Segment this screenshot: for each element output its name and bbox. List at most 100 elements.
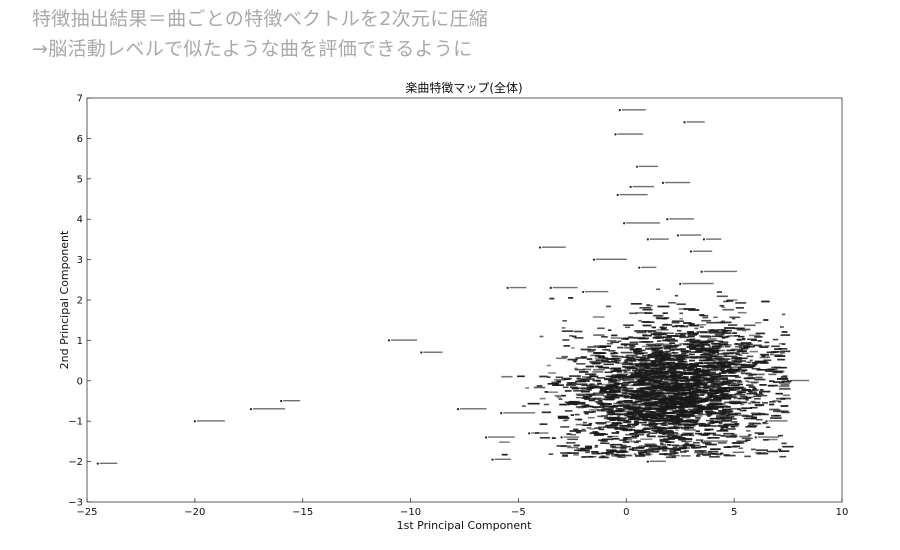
cluster-point [660,443,663,445]
cluster-point [670,360,679,362]
cluster-point [607,412,615,414]
cluster-point [705,433,717,435]
cluster-point [639,341,649,343]
cluster-point [662,318,667,320]
data-point [250,408,252,410]
cluster-point [658,306,670,308]
cluster-point [735,302,746,304]
cluster-point [584,411,594,413]
cluster-point [605,379,612,381]
cluster-point [642,429,646,431]
cluster-point [638,375,644,377]
cluster-point [617,415,620,417]
cluster-point [549,298,554,300]
cluster-point [630,349,640,351]
cluster-point [742,438,753,440]
point-label-glyph [704,440,728,441]
cluster-point [607,427,618,429]
cluster-point [745,399,748,401]
cluster-point [690,410,694,412]
cluster-point [593,334,604,336]
cluster-point [604,399,613,401]
data-point [539,246,541,248]
cluster-point [611,396,616,398]
cluster-point [659,355,669,357]
cluster-point [597,434,608,436]
cluster-point [699,394,705,396]
cluster-point [667,389,675,391]
cluster-point [673,426,676,428]
cluster-point [622,380,626,382]
point-label-glyph [531,432,548,433]
cluster-point [667,369,676,371]
cluster-point [622,377,629,379]
data-point [647,238,649,240]
cluster-point [673,452,678,454]
cluster-point [556,377,563,379]
cluster-point [612,423,616,425]
cluster-point [726,415,730,417]
cluster-point [587,389,592,391]
data-point [647,461,649,463]
cluster-point [770,354,774,356]
cluster-point [579,371,588,373]
y-tick-label: 6 [77,134,83,145]
cluster-point [710,351,719,353]
cluster-point [544,404,549,406]
cluster-point [559,404,567,406]
point-label-glyph [639,166,658,167]
cluster-point [713,413,719,415]
cluster-point [698,375,704,377]
cluster-point [720,305,724,307]
cluster-point [597,346,606,348]
cluster-point [632,447,644,449]
cluster-point [582,376,586,378]
cluster-point [715,334,725,336]
cluster-point [646,304,650,306]
cluster-point [583,378,595,380]
cluster-point [720,435,725,437]
cluster-point [616,408,619,410]
cluster-point [668,434,673,436]
cluster-point [587,358,593,360]
cluster-point [627,357,634,359]
cluster-point [676,420,688,422]
cluster-point [626,355,638,357]
cluster-point [545,391,548,393]
cluster-point [781,443,786,445]
cluster-point [627,412,632,414]
cluster-point [741,373,752,375]
data-point [630,186,632,188]
cluster-point [677,330,682,332]
cluster-point [758,433,764,435]
cluster-point [722,420,732,422]
y-tick-label: 7 [77,94,83,105]
point-label-glyph [253,408,285,409]
cluster-point [742,415,753,417]
y-tick-label: 0 [77,376,83,387]
cluster-point [720,322,732,324]
cluster-point [686,387,692,389]
point-label-glyph [626,222,660,223]
cluster-point [712,453,715,455]
cluster-point [749,335,760,337]
cluster-point [696,455,700,457]
cluster-point [744,398,748,400]
cluster-point [665,386,672,388]
cluster-point [660,327,667,329]
point-label-glyph [641,267,656,268]
cluster-point [778,435,783,437]
cluster-point [703,317,709,319]
cluster-point [610,419,616,421]
cluster-point [707,350,718,352]
cluster-point [612,356,623,358]
cluster-point [609,391,620,393]
cluster-point [593,380,601,382]
cluster-point [564,378,571,380]
cluster-point [769,401,775,403]
cluster-point [612,432,620,434]
point-label-glyph [510,287,527,288]
cluster-point [573,361,576,363]
cluster-point [562,330,574,332]
cluster-point [734,436,738,438]
